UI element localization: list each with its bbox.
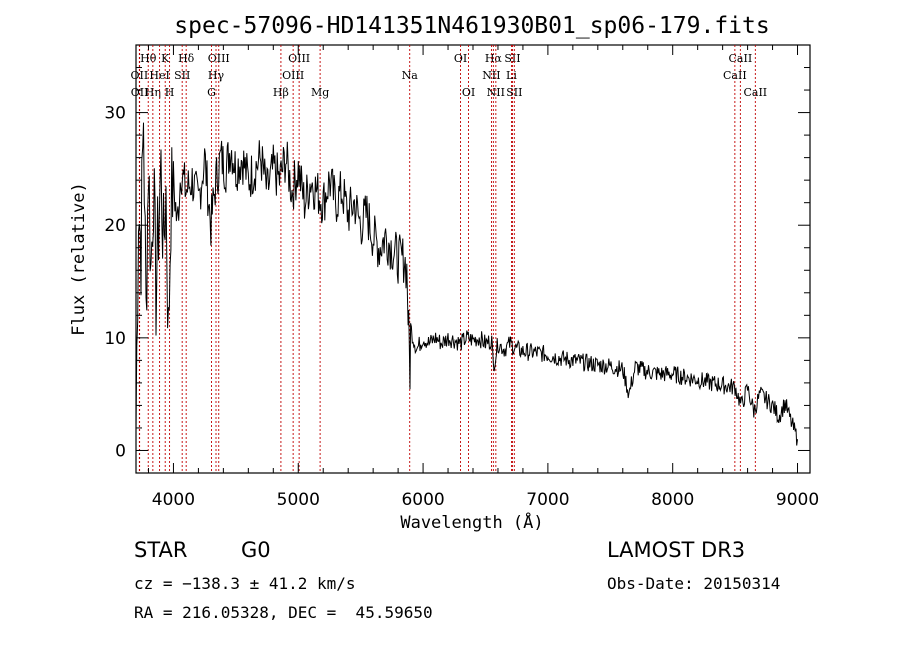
- spectral-line-label: CaII: [729, 52, 753, 65]
- spectral-line-label: SII: [504, 52, 520, 65]
- spectral-line-label: CaII: [723, 69, 747, 82]
- spectral-line-label: OIII: [282, 69, 304, 82]
- object-class: STAR: [134, 538, 188, 562]
- plot-frame: [135, 44, 811, 474]
- x-tick-label: 9000: [776, 490, 819, 510]
- spectral-line-label: NII: [482, 69, 500, 82]
- spectral-line-label: G: [207, 86, 216, 99]
- y-tick-label: 10: [104, 329, 126, 349]
- spectral-line-label: SII: [506, 86, 522, 99]
- x-tick-label: 6000: [401, 490, 444, 510]
- spectral-line-label: NII: [487, 86, 505, 99]
- y-tick-label: 30: [104, 104, 126, 124]
- spectral-line-label: HeI: [149, 69, 169, 82]
- y-tick-label: 20: [104, 216, 126, 236]
- spectral-line-label: OI: [462, 86, 475, 99]
- spectrum-series: [135, 122, 798, 446]
- spectral-line-label: OII: [131, 69, 149, 82]
- object-subclass: G0: [241, 538, 271, 562]
- spectral-line-label: Mg: [311, 86, 329, 99]
- spectral-line-label: Hθ: [140, 52, 157, 65]
- spectral-line-label: H: [165, 86, 175, 99]
- x-tick-label: 8000: [651, 490, 694, 510]
- spectral-line-label: Na: [402, 69, 419, 82]
- coordinates: RA = 216.05328, DEC = 45.59650: [134, 603, 433, 622]
- survey-name: LAMOST DR3: [607, 538, 746, 562]
- chart-title: spec-57096-HD141351N461930B01_sp06-179.f…: [174, 13, 769, 39]
- spectral-line-label: K: [161, 52, 170, 65]
- spectral-line-label: Li: [506, 69, 517, 82]
- observation-date: Obs-Date: 20150314: [607, 574, 781, 593]
- y-tick-label: 0: [115, 441, 126, 461]
- axis-ticks: 4000 5000 6000 7000 8000 9000 0 10 20 30: [104, 44, 819, 510]
- spectral-line-label: Hη: [145, 86, 161, 99]
- x-tick-label: 7000: [526, 490, 569, 510]
- x-tick-label: 5000: [277, 490, 320, 510]
- spectral-line-label: OI: [454, 52, 467, 65]
- spectral-line-label: Hγ: [208, 69, 225, 82]
- x-tick-label: 4000: [152, 490, 195, 510]
- redshift-velocity: cz = −138.3 ± 41.2 km/s: [134, 574, 356, 593]
- spectral-line-label: SII: [174, 69, 190, 82]
- spectral-line-label: Hβ: [273, 86, 289, 99]
- spectral-line-label: OIII: [208, 52, 230, 65]
- y-axis-label: Flux (relative): [69, 182, 89, 336]
- x-axis-label: Wavelength (Å): [400, 511, 543, 533]
- spectral-line-label: Hα: [485, 52, 503, 65]
- spectral-line-label: Hδ: [178, 52, 195, 65]
- spectral-line-label: OIII: [288, 52, 310, 65]
- spectral-line-label: OII: [131, 86, 149, 99]
- spectral-line-label: CaII: [743, 86, 767, 99]
